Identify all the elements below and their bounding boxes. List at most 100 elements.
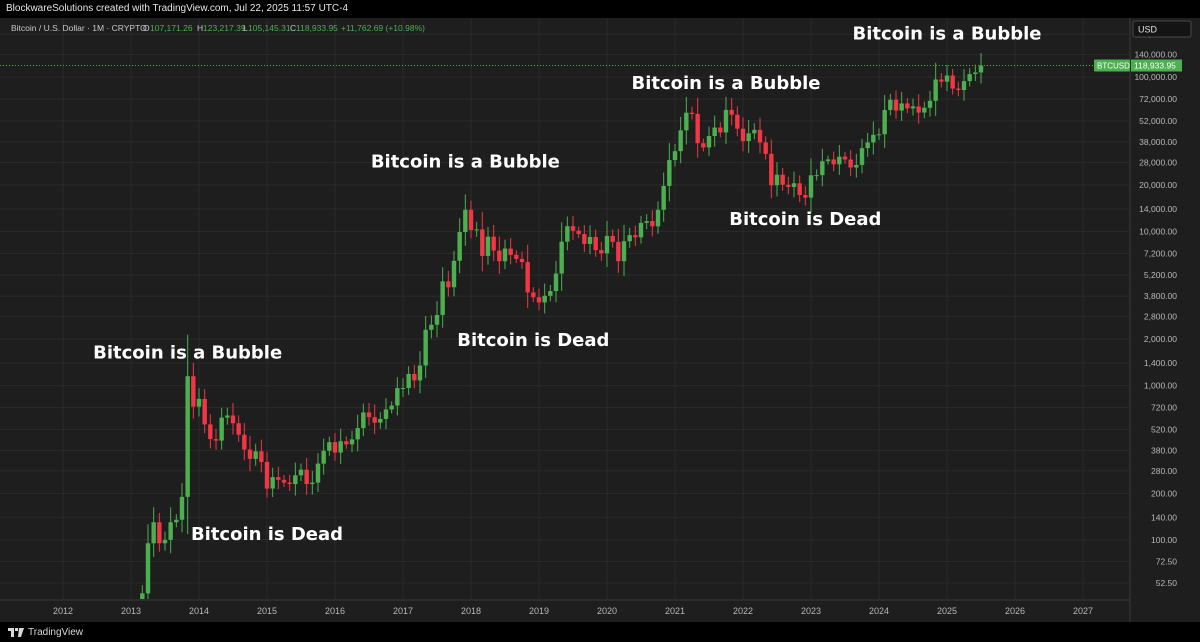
price-tick-label: 140.00 (1151, 512, 1177, 522)
candle-body (514, 254, 519, 259)
year-tick-label: 2021 (665, 606, 685, 616)
candle-body (735, 114, 740, 129)
candle-body (230, 415, 236, 424)
year-tick-label: 2027 (1073, 606, 1093, 616)
candle-body (429, 324, 434, 330)
candle-body (893, 99, 899, 111)
candle-body (298, 469, 304, 476)
candle-body (859, 148, 865, 165)
candle-body (678, 130, 683, 152)
candle-body (599, 250, 604, 254)
candle-body (570, 226, 576, 231)
currency-button[interactable]: USD (1132, 20, 1192, 38)
legend-o-value: 107,171.26 (150, 23, 193, 33)
candle-body (927, 100, 933, 108)
candle-body (315, 463, 321, 483)
candle-body (344, 441, 349, 445)
year-tick-label: 2017 (393, 606, 413, 616)
price-axis-labels: 52.50 72.50 100.00 140.00 200.00 280.00 380.00… (1134, 29, 1177, 588)
year-tick-label: 2013 (121, 606, 141, 616)
year-tick-label: 2025 (937, 606, 957, 616)
price-tick-label: 28,000.00 (1139, 157, 1177, 167)
candle-body (706, 136, 712, 148)
candle-body (242, 434, 247, 450)
year-tick-label: 2018 (461, 606, 481, 616)
candle-body (480, 229, 485, 256)
candle-body (871, 134, 876, 143)
candle-body (383, 409, 389, 419)
candle-body (950, 75, 955, 89)
candle-body (939, 79, 944, 82)
candle-body (395, 388, 400, 406)
legend-h-label: H (197, 23, 203, 33)
candle-body (293, 475, 298, 485)
price-tick-label: 38,000.00 (1139, 137, 1177, 147)
candle-body (196, 398, 202, 407)
candle-body (157, 522, 162, 544)
candle-body (803, 195, 808, 198)
footer-bar: TradingView (0, 622, 1200, 642)
candle-body (746, 133, 751, 142)
candle-body (978, 65, 984, 73)
candle-body (808, 175, 814, 198)
price-tick-label: 1,000.00 (1144, 381, 1177, 391)
candle-body (593, 236, 598, 251)
chart-annotation: Bitcoin is a Bubble (631, 73, 820, 94)
chart-annotation: Bitcoin is a Bubble (371, 151, 560, 172)
candle-body (718, 127, 723, 133)
btc-candlestick-chart[interactable]: 52.50 72.50 100.00 140.00 200.00 280.00 380.00… (0, 18, 1200, 622)
candle-body (780, 174, 785, 185)
candle-body (774, 174, 780, 186)
candle-body (825, 159, 831, 162)
candle-body (814, 175, 819, 177)
tradingview-logo[interactable]: TradingView (8, 627, 83, 638)
candle-body (338, 441, 343, 453)
candle-body (202, 398, 207, 425)
candle-body (502, 248, 508, 262)
year-tick-label: 2024 (869, 606, 889, 616)
price-tick-label: 520.00 (1151, 424, 1177, 434)
candle-body (661, 185, 666, 210)
plot-background (0, 18, 1130, 600)
candle-body (253, 451, 258, 459)
candle-body (684, 112, 689, 131)
candle-body (888, 99, 893, 111)
candle-body (752, 129, 757, 134)
candle-body (491, 236, 496, 251)
candle-body (162, 539, 168, 544)
candle-body (899, 103, 904, 111)
candle-body (247, 449, 253, 459)
candle-body (910, 106, 916, 109)
candle-body (400, 387, 406, 389)
candle-body (140, 593, 145, 599)
candle-body (695, 113, 700, 144)
tradingview-logo-icon (8, 628, 24, 637)
candle-body (786, 184, 791, 187)
candle-body (644, 221, 649, 223)
legend-symbol: Bitcoin / U.S. Dollar · 1M · CRYPTO (11, 23, 147, 33)
legend-l-value: 105,145.31 (248, 23, 291, 33)
candle-body (973, 72, 978, 75)
price-tick-label: 72,000.00 (1139, 94, 1177, 104)
currency-label: USD (1138, 25, 1158, 35)
candle-body (882, 110, 887, 135)
price-tick-label: 10,000.00 (1139, 226, 1177, 236)
candle-body (553, 273, 559, 292)
candle-body (145, 543, 151, 594)
year-tick-label: 2023 (801, 606, 821, 616)
candle-body (468, 209, 474, 231)
year-tick-label: 2019 (529, 606, 549, 616)
year-tick-label: 2026 (1005, 606, 1025, 616)
price-tick-label: 380.00 (1151, 445, 1177, 455)
legend-change: +11,762.69 (+10.98%) (341, 23, 425, 33)
candle-body (797, 183, 802, 196)
chart-annotation: Bitcoin is Dead (457, 330, 609, 351)
candle-body (378, 418, 383, 423)
candle-body (633, 235, 638, 238)
candle-body (791, 183, 797, 187)
price-tick-label: 2,000.00 (1144, 334, 1177, 344)
candle-body (287, 482, 292, 485)
candle-body (179, 496, 185, 520)
candle-body (961, 81, 967, 90)
year-tick-label: 2015 (257, 606, 277, 616)
